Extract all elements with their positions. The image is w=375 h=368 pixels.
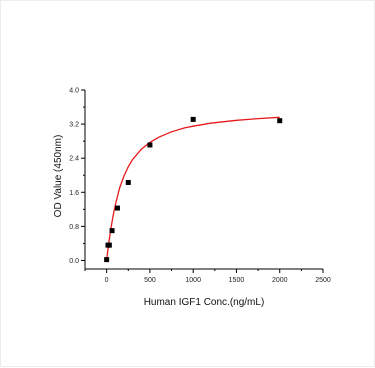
data-point <box>277 118 283 124</box>
data-point <box>147 142 153 148</box>
data-points-layer <box>104 116 283 263</box>
x-tick-label: 500 <box>144 277 156 284</box>
fit-curve-line <box>105 116 280 261</box>
x-tick-label: 2500 <box>315 277 331 284</box>
x-axis-title: Human IGF1 Conc.(ng/mL) <box>144 297 265 308</box>
data-point <box>104 257 110 263</box>
data-point <box>106 242 112 248</box>
y-tick-label: 3.2 <box>69 122 79 129</box>
data-point <box>125 179 131 185</box>
data-point <box>114 205 120 211</box>
axes: 0 500 1000 1500 2000 2500 0.0 0.8 1.6 2.4 3.2 4.0 <box>69 88 331 285</box>
x-tick-label: 1500 <box>229 277 245 284</box>
y-axis-title: OD Value (450nm) <box>53 135 64 218</box>
y-tick-label: 0.8 <box>69 224 79 231</box>
x-tick-label: 0 <box>105 277 109 284</box>
x-tick-label: 1000 <box>185 277 201 284</box>
fit-curve-layer <box>105 116 280 261</box>
y-tick-label: 1.6 <box>69 190 79 197</box>
y-tick-label: 2.4 <box>69 156 79 163</box>
data-point <box>190 116 196 122</box>
y-tick-label: 0.0 <box>69 258 79 265</box>
x-tick-label: 2000 <box>272 277 288 284</box>
data-point <box>109 228 115 234</box>
y-tick-label: 4.0 <box>69 88 79 95</box>
